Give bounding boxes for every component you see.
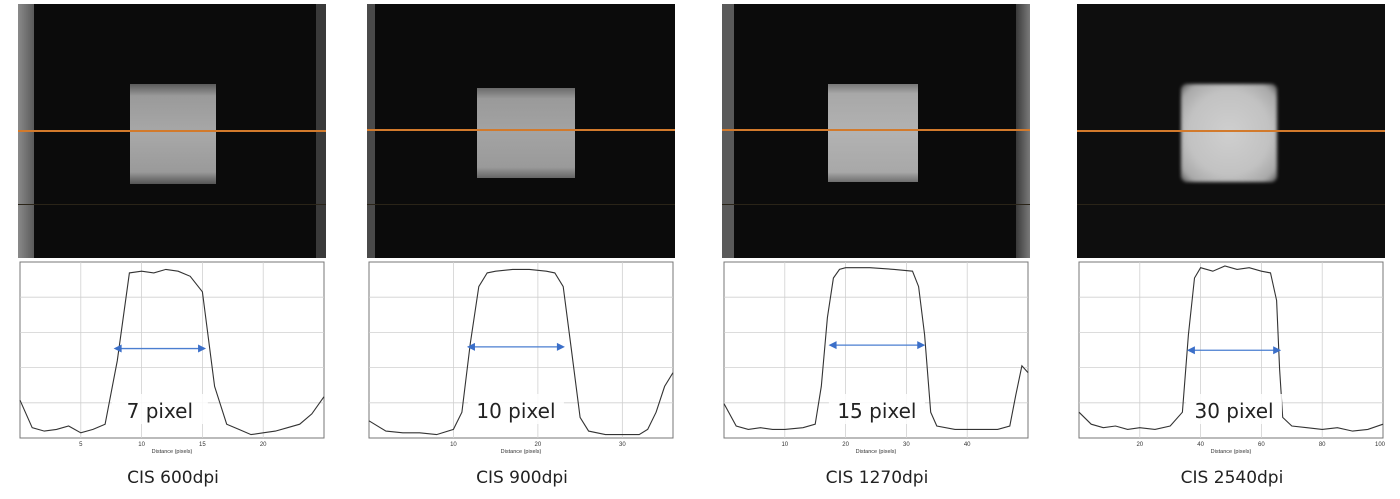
pixel-width-label: 30 pixel <box>1194 399 1273 423</box>
x-tick-label: 10 <box>781 442 788 448</box>
x-tick-label: 10 <box>138 442 145 448</box>
arrow-head-right <box>556 342 565 351</box>
profile-plot-600dpi: 5 10 15 20 Distance (pixels) 7 pixel <box>19 261 325 455</box>
x-tick-label: 20 <box>535 442 542 448</box>
x-axis-label: Distance (pixels) <box>152 449 193 455</box>
x-tick-label: 15 <box>199 442 206 448</box>
x-axis-label: Distance (pixels) <box>1211 449 1252 455</box>
scan-line <box>1077 130 1385 132</box>
profile-plot-900dpi: 10 20 30 Distance (pixels) 10 pixel <box>368 261 674 455</box>
profile-plot-2540dpi: 20 40 60 80 100 Distance (pixels) 30 pixel <box>1078 261 1386 455</box>
pixel-width-label: 7 pixel <box>127 399 193 423</box>
edge-stripe <box>1016 4 1030 258</box>
x-axis-label: Distance (pixels) <box>856 449 897 455</box>
x-tick-label: 30 <box>903 442 910 448</box>
profile-plot-1270dpi: 10 20 30 40 Distance (pixels) 15 pixel <box>723 261 1029 455</box>
caption: CIS 1270dpi <box>825 468 929 488</box>
label-bg <box>828 394 925 424</box>
caption: CIS 2540dpi <box>1180 468 1284 488</box>
profile-line <box>723 267 1029 430</box>
bright-square <box>828 84 918 182</box>
pixel-width-label: 10 pixel <box>476 399 555 423</box>
scan-image-900dpi <box>367 4 675 258</box>
profile-line <box>368 268 674 436</box>
arrow-head-right <box>917 341 926 350</box>
arrow-head-left <box>113 344 122 353</box>
faint-line <box>367 204 675 205</box>
x-tick-label: 60 <box>1258 442 1265 448</box>
label-bg <box>111 394 208 424</box>
x-tick-label: 80 <box>1319 442 1326 448</box>
arrow-head-left <box>1186 346 1195 355</box>
arrow-head-left <box>466 342 475 351</box>
pixel-width-label: 15 pixel <box>837 399 916 423</box>
label-bg <box>467 394 564 424</box>
scan-image-600dpi <box>18 4 326 258</box>
x-tick-label: 10 <box>450 442 457 448</box>
faint-line <box>1077 204 1385 205</box>
x-tick-label: 20 <box>1136 442 1143 448</box>
arrow-head-left <box>828 341 837 350</box>
bright-square <box>130 84 216 184</box>
bright-square <box>477 88 575 178</box>
arrow-head-right <box>1273 346 1282 355</box>
caption: CIS 900dpi <box>476 468 568 488</box>
panel-1270dpi: 10 20 30 40 Distance (pixels) 15 pixel CIS 12… <box>722 0 1032 499</box>
arrow-head-right <box>198 344 207 353</box>
edge-stripe <box>367 4 375 258</box>
x-tick-label: 30 <box>619 442 626 448</box>
x-tick-label: 5 <box>79 442 83 448</box>
edge-stripe <box>722 4 734 258</box>
scan-image-1270dpi <box>722 4 1030 258</box>
bright-square <box>1181 84 1277 182</box>
scan-line <box>367 129 675 131</box>
panel-600dpi: 5 10 15 20 Distance (pixels) 7 pixel CIS 600d… <box>18 0 328 499</box>
panel-2540dpi: 20 40 60 80 100 Distance (pixels) 30 pixel CIS… <box>1077 0 1387 499</box>
scan-line <box>722 129 1030 131</box>
scan-image-2540dpi <box>1077 4 1385 258</box>
x-tick-label: 40 <box>1197 442 1204 448</box>
faint-line <box>18 204 326 205</box>
x-tick-label: 40 <box>964 442 971 448</box>
caption: CIS 600dpi <box>127 468 219 488</box>
profile-line <box>1078 265 1384 432</box>
scan-line <box>18 130 326 132</box>
x-axis-label: Distance (pixels) <box>501 449 542 455</box>
faint-line <box>722 204 1030 205</box>
x-tick-label: 100 <box>1375 442 1386 448</box>
x-tick-label: 20 <box>842 442 849 448</box>
panel-900dpi: 10 20 30 Distance (pixels) 10 pixel CIS 900d… <box>367 0 677 499</box>
label-bg <box>1186 394 1283 424</box>
x-tick-label: 20 <box>260 442 267 448</box>
profile-line <box>19 268 325 436</box>
